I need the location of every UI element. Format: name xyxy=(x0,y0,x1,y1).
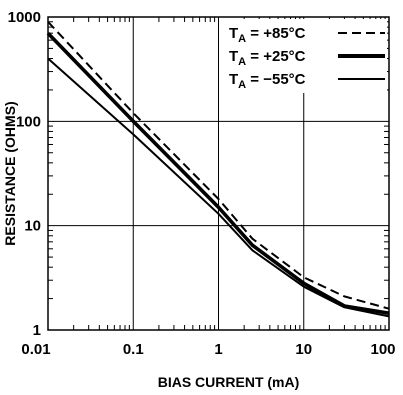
plot-frame xyxy=(47,16,390,331)
y-tick-label: 1 xyxy=(33,322,41,339)
series-line-1 xyxy=(46,31,390,315)
x-tick-label: 0.1 xyxy=(123,341,144,358)
tick-labels: 0.01 0.1 1 10 100 1 10 100 1000 xyxy=(8,9,396,358)
series-line-2 xyxy=(47,57,390,318)
x-tick-label: 0.01 xyxy=(21,341,50,358)
x-tick-label: 10 xyxy=(295,341,312,358)
x-tick-label: 1 xyxy=(214,341,222,358)
y-tick-label: 1000 xyxy=(8,9,41,26)
series-line-0 xyxy=(47,21,390,310)
x-tick-label: 100 xyxy=(370,341,395,358)
legend-label-1: TA = +25°C xyxy=(229,48,306,68)
series-lines xyxy=(46,21,390,318)
legend: TA = +85°C TA = +25°C TA = −55°C xyxy=(229,25,385,91)
legend-label-0: TA = +85°C xyxy=(229,25,306,45)
legend-label-2: TA = −55°C xyxy=(229,71,306,91)
y-tick-label: 10 xyxy=(24,218,41,235)
y-tick-label: 100 xyxy=(16,113,41,130)
x-axis-label: BIAS CURRENT (mA) xyxy=(158,374,300,390)
y-axis-label: RESISTANCE (OHMS) xyxy=(2,101,18,245)
